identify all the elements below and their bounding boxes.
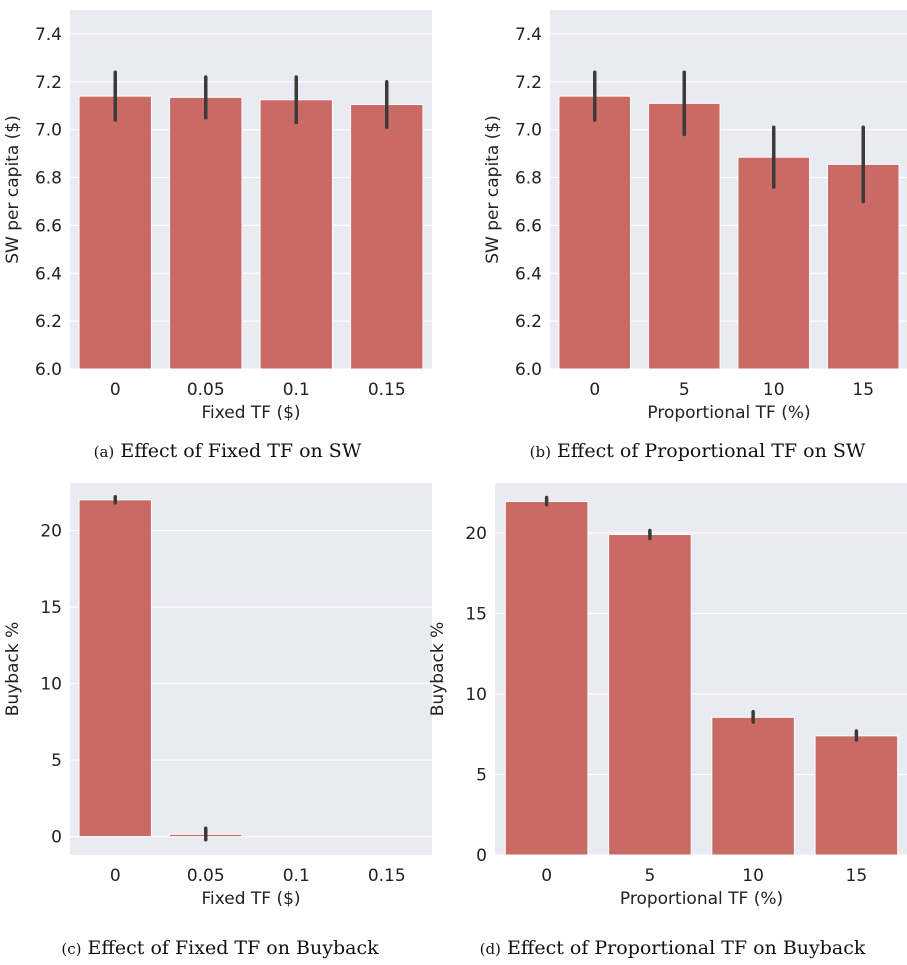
y-tick-label: 15 [40,598,62,618]
bar [647,102,721,370]
y-axis-label: SW per capita ($) [483,115,503,264]
x-tick-label: 0.1 [283,866,310,886]
bar [78,95,152,370]
y-tick-label: 0 [51,828,62,848]
y-tick-label: 6.0 [35,360,62,380]
bar [350,104,424,370]
y-tick-label: 6.4 [35,264,62,284]
x-tick-label: 5 [679,380,690,400]
x-tick-label: 10 [763,380,785,400]
x-tick-label: 15 [852,380,874,400]
caption-c-text: Effect of Fixed TF on Buyback [87,937,379,959]
bar [737,156,811,370]
y-tick-label: 10 [40,675,62,695]
y-tick-label: 7.0 [35,121,62,141]
y-axis-label: Buyback % [3,622,23,716]
caption-c-tag: (c) [61,940,82,958]
y-tick-label: 7.4 [515,25,542,45]
y-tick-label: 6.6 [515,216,542,236]
x-tick-label: 0 [110,380,121,400]
y-tick-label: 5 [476,765,487,785]
x-tick-label: 0.1 [283,380,310,400]
caption-a-text: Effect of Fixed TF on SW [120,440,362,462]
y-tick-label: 7.2 [515,73,542,93]
chart-a-fixed-tf-sw: 6.0 6.2 6.4 6.6 6.8 7.0 7.2 7.4 0 0.05 0.1 0.15 Fixe… [3,10,432,423]
bar [504,501,589,856]
y-tick-label: 6.2 [515,312,542,332]
bar [169,96,243,370]
y-axis-label: Buyback % [428,622,448,716]
x-tick-label: 0.05 [187,866,225,886]
x-tick-label: 0 [589,380,600,400]
bar [711,716,795,856]
bar [78,499,152,838]
x-axis-label: Fixed TF ($) [201,403,300,423]
x-tick-label: 0 [110,866,121,886]
y-tick-label: 0 [476,846,487,866]
x-axis-label: Proportional TF (%) [620,889,783,909]
y-axis-label: SW per capita ($) [3,115,23,264]
caption-a-tag: (a) [93,443,115,461]
x-tick-label: 5 [644,866,655,886]
x-axis-label: Proportional TF (%) [647,403,810,423]
x-tick-label: 0.15 [368,380,406,400]
y-tick-label: 6.0 [515,360,542,380]
bar [608,534,692,856]
caption-b-text: Effect of Proportional TF on SW [556,440,866,462]
caption-b: (b) Effect of Proportional TF on SW [495,440,900,462]
chart-b-proportional-tf-sw: 6.0 6.2 6.4 6.6 6.8 7.0 7.2 7.4 0 5 10 15 Proportion… [483,10,907,423]
y-tick-label: 10 [465,685,487,705]
bar [814,735,899,856]
y-tick-label: 6.8 [35,169,62,189]
bar [558,95,632,370]
y-tick-label: 7.4 [35,25,62,45]
x-tick-label: 0.15 [368,866,406,886]
x-axis-label: Fixed TF ($) [201,889,300,909]
chart-c-fixed-tf-buyback: 0 5 10 15 20 0 0.05 0.1 0.15 Fixed TF ($) Buyback … [3,483,432,909]
caption-a: (a) Effect of Fixed TF on SW [45,440,410,462]
y-tick-label: 20 [465,524,487,544]
y-tick-label: 6.8 [515,169,542,189]
caption-b-tag: (b) [529,443,551,461]
y-tick-label: 15 [465,604,487,624]
caption-d-text: Effect of Proportional TF on Buyback [506,937,866,959]
y-tick-label: 6.6 [35,216,62,236]
y-tick-label: 20 [40,521,62,541]
y-tick-label: 7.2 [35,73,62,93]
y-tick-label: 5 [51,751,62,771]
y-tick-label: 6.2 [35,312,62,332]
bar [259,99,333,370]
x-tick-label: 0 [541,866,552,886]
caption-d: (d) Effect of Proportional TF on Buyback [445,937,900,959]
x-tick-label: 15 [846,866,868,886]
x-tick-label: 10 [742,866,764,886]
y-tick-label: 6.4 [515,264,542,284]
y-tick-label: 7.0 [515,121,542,141]
caption-c: (c) Effect of Fixed TF on Buyback [20,937,420,959]
x-tick-label: 0.05 [187,380,225,400]
chart-d-proportional-tf-buyback: 0 5 10 15 20 0 5 10 15 Proportional TF (%) Buyback… [428,483,907,909]
caption-d-tag: (d) [479,940,501,958]
